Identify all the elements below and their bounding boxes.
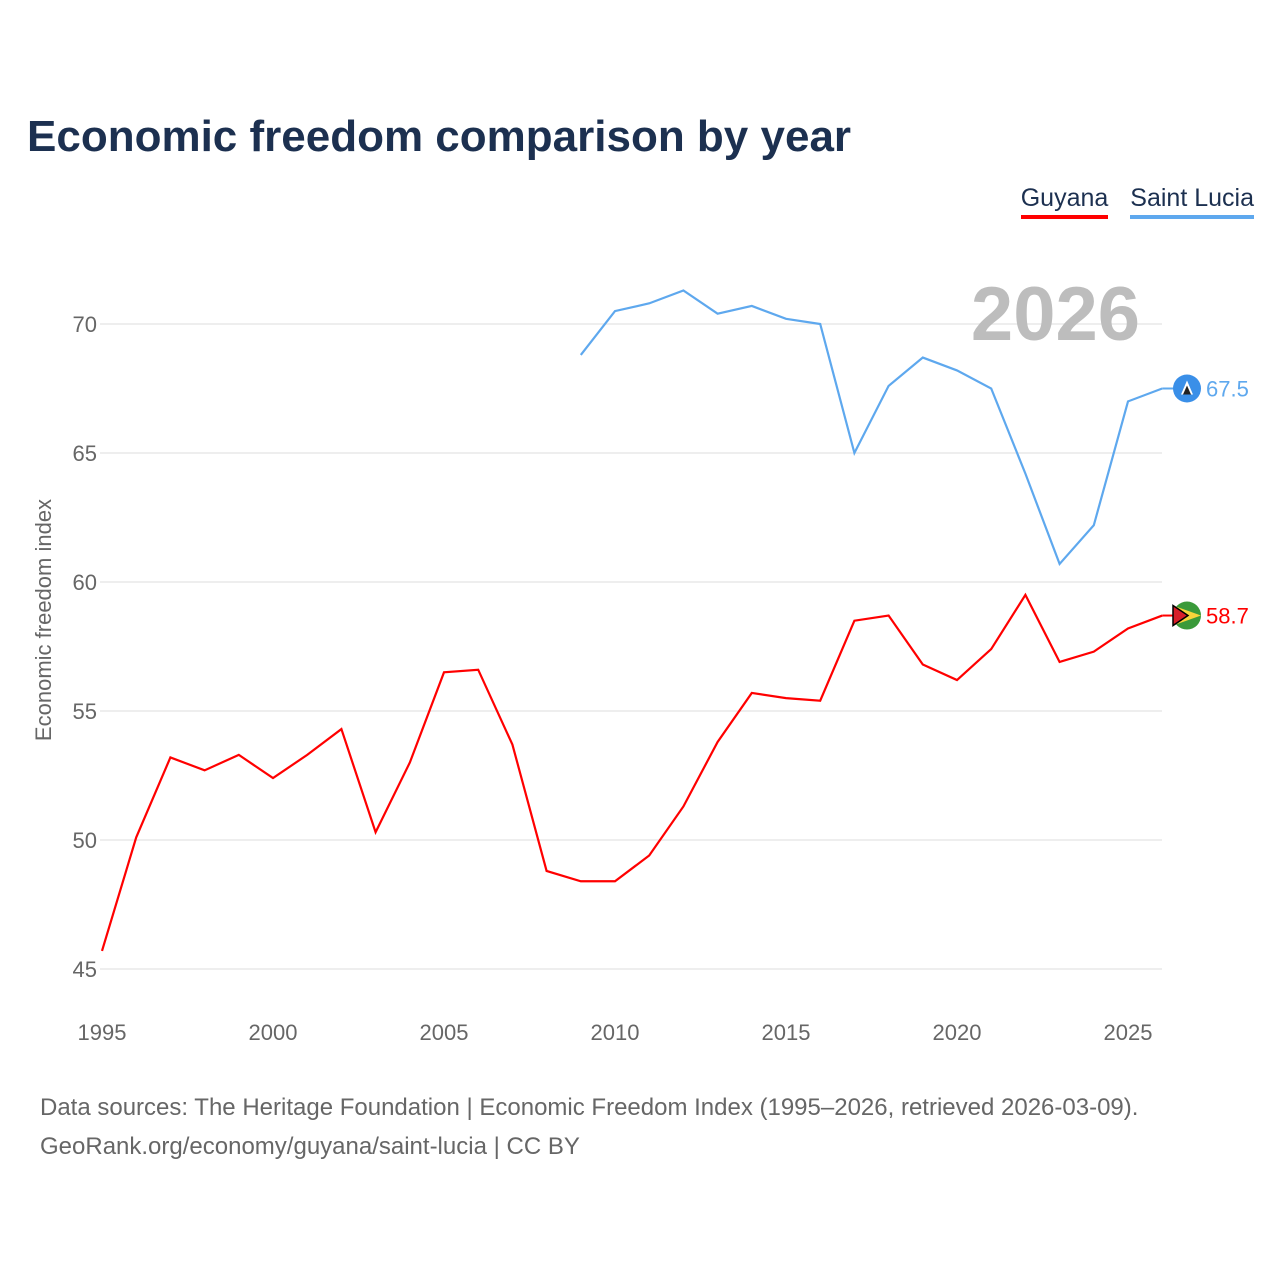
data-source: Data sources: The Heritage Foundation | …	[40, 1094, 1139, 1121]
y-tick-label: 60	[73, 570, 97, 595]
x-tick-label: 1995	[78, 1020, 127, 1045]
guyana-flag-icon	[1172, 604, 1190, 627]
legend: Guyana Saint Lucia	[1020, 184, 1254, 219]
x-tick-label: 2020	[933, 1020, 982, 1045]
end-value-label: 67.5	[1206, 377, 1249, 402]
footer: Data sources: The Heritage Foundation | …	[40, 1088, 1138, 1166]
y-tick-label: 55	[73, 699, 97, 724]
y-tick-label: 45	[73, 957, 97, 982]
source-url: GeoRank.org/economy/guyana/saint-lucia |…	[40, 1133, 580, 1160]
series-line-guyana	[100, 592, 1163, 952]
saint-lucia-flag-icon	[1183, 385, 1191, 395]
x-tick-label: 2000	[249, 1020, 298, 1045]
y-tick-label: 70	[73, 312, 97, 337]
x-tick-label: 2010	[591, 1020, 640, 1045]
x-tick-label: 2025	[1104, 1020, 1153, 1045]
series-line-saint-lucia	[579, 289, 1163, 567]
y-tick-label: 65	[73, 441, 97, 466]
y-axis-label: Economic freedom index	[31, 499, 56, 741]
x-tick-label: 2005	[420, 1020, 469, 1045]
end-value-label: 58.7	[1206, 604, 1249, 629]
legend-saint-lucia[interactable]: Saint Lucia	[1130, 184, 1254, 219]
x-tick-label: 2015	[762, 1020, 811, 1045]
legend-guyana[interactable]: Guyana	[1020, 184, 1109, 219]
y-tick-label: 50	[73, 828, 97, 853]
chart-title: Economic freedom comparison by year	[27, 112, 852, 161]
year-label: 2026	[971, 272, 1140, 357]
